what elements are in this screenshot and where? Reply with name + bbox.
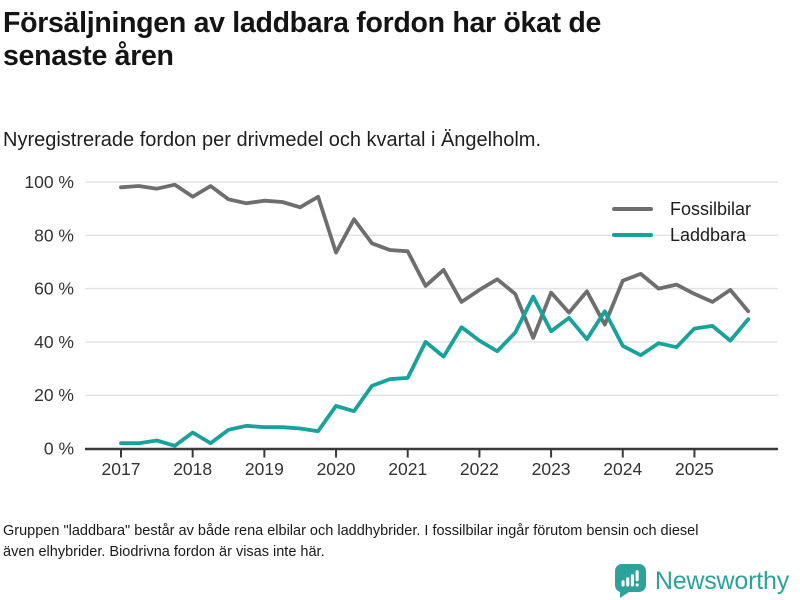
x-tick-label: 2017 xyxy=(102,459,141,479)
series-line-fossilbilar xyxy=(119,182,751,340)
newsworthy-logo-text: Newsworthy xyxy=(654,566,789,595)
legend-swatch-fossilbilar xyxy=(612,207,653,211)
y-tick-label: 20 % xyxy=(34,385,74,405)
y-tick-label: 60 % xyxy=(34,279,74,299)
x-tick-label: 2023 xyxy=(532,459,571,479)
y-tick-label: 80 % xyxy=(34,225,74,245)
x-tick-label: 2024 xyxy=(603,459,642,479)
x-tick-label: 2021 xyxy=(388,459,427,479)
legend-item-fossilbilar: Fossilbilar xyxy=(612,200,751,218)
newsworthy-logo: Newsworthy xyxy=(614,564,789,598)
legend-item-laddbara: Laddbara xyxy=(612,226,751,244)
chart-title: Försäljningen av laddbara fordon har öka… xyxy=(3,7,602,73)
series-line-laddbara xyxy=(119,294,751,448)
chart-legend: Fossilbilar Laddbara xyxy=(612,200,751,244)
legend-label-laddbara: Laddbara xyxy=(670,225,747,245)
y-tick-label: 40 % xyxy=(34,332,74,352)
newsworthy-logo-icon xyxy=(614,564,646,598)
x-tick-label: 2018 xyxy=(173,459,212,479)
chart-subtitle: Nyregistrerade fordon per drivmedel och … xyxy=(3,129,542,151)
x-tick-label: 2020 xyxy=(317,459,356,479)
x-tick-label: 2019 xyxy=(245,459,284,479)
footer-note: Gruppen "laddbara" består av både rena e… xyxy=(3,523,699,561)
x-tick-label: 2022 xyxy=(460,459,499,479)
y-tick-label: 100 % xyxy=(24,172,74,192)
legend-swatch-laddbara xyxy=(612,233,653,237)
legend-label-fossilbilar: Fossilbilar xyxy=(670,199,752,219)
y-tick-label: 0 % xyxy=(44,439,74,459)
x-tick-label: 2025 xyxy=(675,459,714,479)
